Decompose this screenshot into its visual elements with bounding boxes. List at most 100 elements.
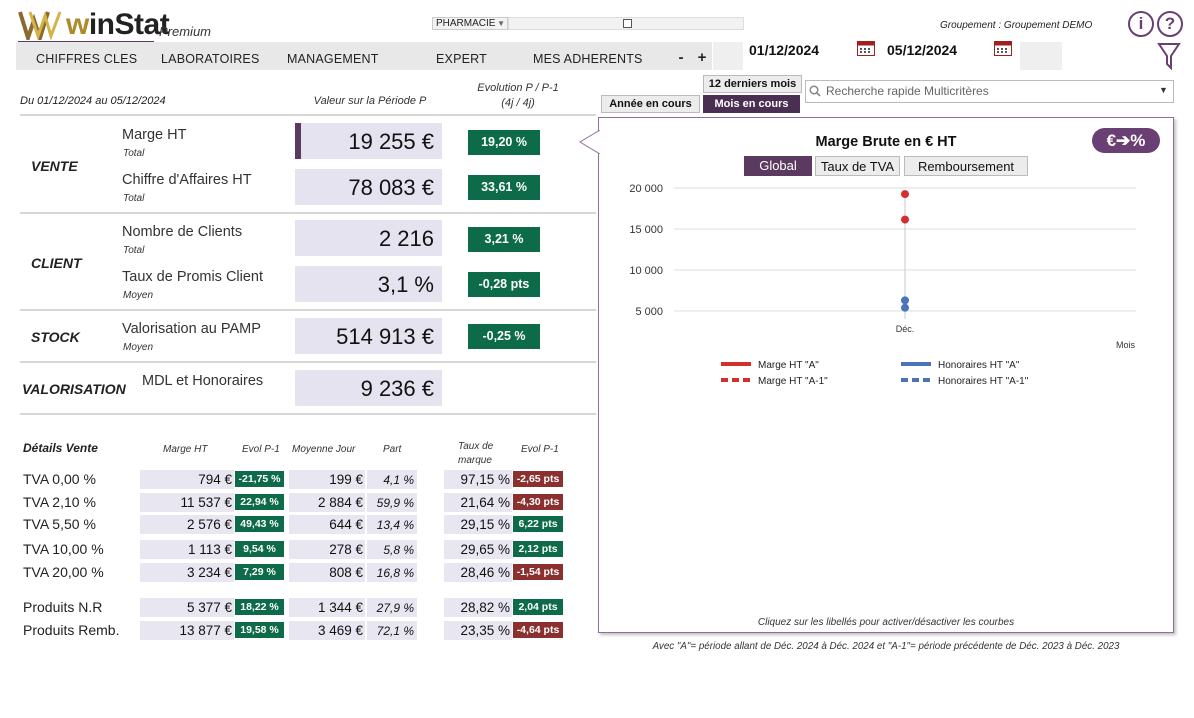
metric-value[interactable]: 9 236 € (295, 370, 442, 406)
legend-entry[interactable]: Honoraires HT "A" (938, 360, 1020, 371)
evol2-badge: -4,64 pts (513, 622, 563, 638)
evolution-column-header: Evolution P / P-1 (477, 82, 559, 94)
metric-name: Chiffre d'Affaires HT (122, 172, 252, 188)
menu-mes-adherents[interactable]: MES ADHERENTS (533, 52, 643, 66)
moyenne-cell: 3 469 € (289, 621, 365, 640)
part-cell: 59,9 % (367, 493, 417, 512)
col-header-marque: marque (458, 455, 492, 466)
row-label: Produits N.R (23, 599, 103, 615)
menu-laboratoires[interactable]: LABORATOIRES (161, 52, 260, 66)
footnote: Avec "A"= période allant de Déc. 2024 à … (652, 641, 1120, 652)
search-input[interactable]: Recherche rapide Multicritères (805, 80, 1174, 103)
evol-badge: 9,54 % (235, 541, 284, 557)
metric-sub: Moyen (123, 290, 154, 301)
col-header-taux: Taux de (458, 441, 494, 452)
period-minus-button[interactable]: - (671, 42, 691, 70)
calendar-icon[interactable] (857, 41, 875, 56)
taux-marque-cell: 23,35 % (444, 621, 512, 640)
legend-entry[interactable]: Marge HT "A" (758, 360, 819, 371)
menu-expert[interactable]: EXPERT (436, 52, 487, 66)
data-point[interactable] (901, 296, 909, 305)
y-tick-label: 15 000 (629, 224, 663, 236)
row-label: TVA 20,00 % (23, 564, 104, 580)
section-vente: VENTE (31, 158, 78, 174)
chevron-down-icon[interactable]: ▼ (1159, 85, 1168, 95)
current-year-button[interactable]: Année en cours (601, 95, 700, 113)
evol2-badge: -1,54 pts (513, 564, 563, 580)
filter-icon[interactable] (1157, 42, 1181, 70)
metric-sub: Moyen (123, 342, 154, 353)
menu-management[interactable]: MANAGEMENT (287, 52, 379, 66)
evol-badge: 18,22 % (235, 599, 284, 615)
evol-badge: 22,94 % (235, 494, 284, 510)
info-icon[interactable]: i (1128, 11, 1154, 37)
metric-value[interactable]: 78 083 € (295, 169, 442, 205)
evolution-badge: 3,21 % (468, 227, 540, 252)
moyenne-cell: 644 € (289, 515, 365, 534)
divider (20, 309, 596, 311)
evol2-badge: 2,04 pts (513, 599, 563, 615)
metric-name: Nombre de Clients (122, 224, 243, 240)
marge-cell: 11 537 € (140, 493, 234, 512)
moyenne-cell: 1 344 € (289, 598, 365, 617)
col-header-evol2: Evol P-1 (521, 444, 559, 455)
marge-cell: 1 113 € (140, 540, 234, 559)
divider (20, 361, 596, 363)
section-valorisation: VALORISATION (22, 381, 126, 397)
metric-sub: Total (123, 193, 145, 204)
date-spacer (1020, 42, 1062, 70)
evol2-badge: 2,12 pts (513, 541, 563, 557)
metric-value[interactable]: 2 216 (295, 220, 442, 256)
calendar-icon[interactable] (994, 41, 1012, 56)
pharmacy-slider[interactable] (508, 17, 744, 30)
data-point[interactable] (901, 190, 909, 199)
col-header-part: Part (383, 444, 402, 455)
tab-taux-tva[interactable]: Taux de TVA (815, 156, 900, 176)
slider-thumb[interactable] (623, 19, 632, 28)
tab-remboursement[interactable]: Remboursement (904, 156, 1028, 176)
metric-value[interactable]: 514 913 € (295, 318, 442, 354)
selected-indicator (295, 123, 301, 159)
search-icon (809, 85, 821, 97)
taux-marque-cell: 29,65 % (444, 540, 512, 559)
metric-sub: Total (123, 148, 145, 159)
legend-entry[interactable]: Marge HT "A-1" (758, 376, 828, 387)
legend-entry[interactable]: Honoraires HT "A-1" (938, 376, 1029, 387)
part-cell: 27,9 % (367, 598, 417, 617)
chart-panel (598, 117, 1174, 633)
data-point[interactable] (901, 215, 909, 224)
evolution-column-subheader: (4j / 4j) (501, 97, 535, 109)
pharmacy-select[interactable]: PHARMACIE ▼ (432, 17, 508, 30)
divider (20, 114, 596, 116)
part-cell: 72,1 % (367, 621, 417, 640)
metric-value[interactable]: 3,1 % (295, 266, 442, 302)
groupement-label: Groupement : Groupement DEMO (940, 20, 1093, 31)
main-menu-bar: CHIFFRES CLES LABORATOIRES MANAGEMENT EX… (16, 42, 698, 70)
end-date[interactable]: 05/12/2024 (887, 42, 958, 58)
data-point[interactable] (901, 303, 909, 312)
part-cell: 13,4 % (367, 515, 417, 534)
row-label: TVA 10,00 % (23, 541, 104, 557)
part-cell: 5,8 % (367, 540, 417, 559)
x-tick-label: Déc. (896, 324, 915, 334)
period-plus-button[interactable]: + (692, 42, 712, 70)
moyenne-cell: 808 € (289, 563, 365, 582)
help-icon[interactable]: ? (1157, 11, 1183, 37)
start-date[interactable]: 01/12/2024 (749, 42, 820, 58)
panel-pointer (579, 130, 601, 154)
part-cell: 4,1 % (367, 470, 417, 489)
marge-cell: 2 576 € (140, 515, 234, 534)
metric-value[interactable]: 19 255 € (301, 123, 442, 159)
euro-percent-toggle-icon[interactable]: €➔% (1092, 128, 1160, 153)
tab-global[interactable]: Global (744, 156, 812, 176)
row-label: TVA 5,50 % (23, 516, 96, 532)
menu-chiffres-cles[interactable]: CHIFFRES CLES (36, 52, 138, 66)
current-month-button[interactable]: Mois en cours (703, 95, 800, 113)
taux-marque-cell: 28,82 % (444, 598, 512, 617)
last-12-months-button[interactable]: 12 derniers mois (703, 75, 802, 93)
period-label: Du 01/12/2024 au 05/12/2024 (20, 95, 166, 107)
evol2-badge: 6,22 pts (513, 516, 563, 532)
taux-marque-cell: 97,15 % (444, 470, 512, 489)
marge-cell: 3 234 € (140, 563, 234, 582)
metric-name: Marge HT (122, 127, 187, 143)
